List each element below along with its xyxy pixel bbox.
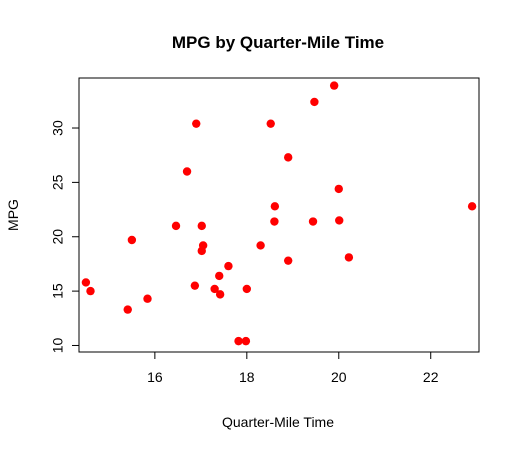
x-axis: 16 18 20 22 [147,351,439,385]
x-tick-label: 18 [239,369,255,385]
data-point [241,336,251,346]
chart-title: MPG by Quarter-Mile Time [172,33,384,52]
data-point [329,81,339,90]
x-tick-label: 16 [147,369,163,385]
data-point [467,202,477,211]
data-point [334,184,343,194]
data-point [197,221,206,231]
data-point [283,153,293,162]
data-point [192,119,201,128]
data-point [308,217,318,226]
data-point [215,290,225,299]
data-point [210,284,219,294]
data-point [86,286,95,296]
data-point [224,261,233,271]
y-tick-label: 30 [50,120,66,136]
data-point [81,278,91,287]
x-tick-label: 20 [331,369,347,385]
data-point [198,241,208,250]
data-point [123,305,132,314]
data-point [182,167,192,176]
data-point [266,119,275,128]
data-point [335,216,344,225]
y-tick-label: 25 [50,174,66,190]
data-point [215,271,224,281]
x-axis-label: Quarter-Mile Time [222,414,334,430]
x-tick-label: 22 [423,369,439,385]
data-point [242,284,252,294]
y-tick-label: 20 [50,229,66,245]
data-point [344,253,354,262]
data-point [127,235,137,245]
y-tick-label: 15 [50,283,66,299]
y-axis-label: MPG [5,199,21,231]
data-point [171,221,181,231]
data-point [310,97,319,107]
data-point [270,202,280,211]
data-points [81,81,477,346]
data-point [256,241,265,250]
data-point [143,294,152,303]
data-point [270,217,279,226]
y-tick-label: 10 [50,337,66,353]
data-point [190,281,200,290]
y-axis: 10 15 20 25 30 [50,120,80,353]
data-point [234,336,243,346]
data-point [283,256,293,265]
plot-area-frame [78,77,480,353]
